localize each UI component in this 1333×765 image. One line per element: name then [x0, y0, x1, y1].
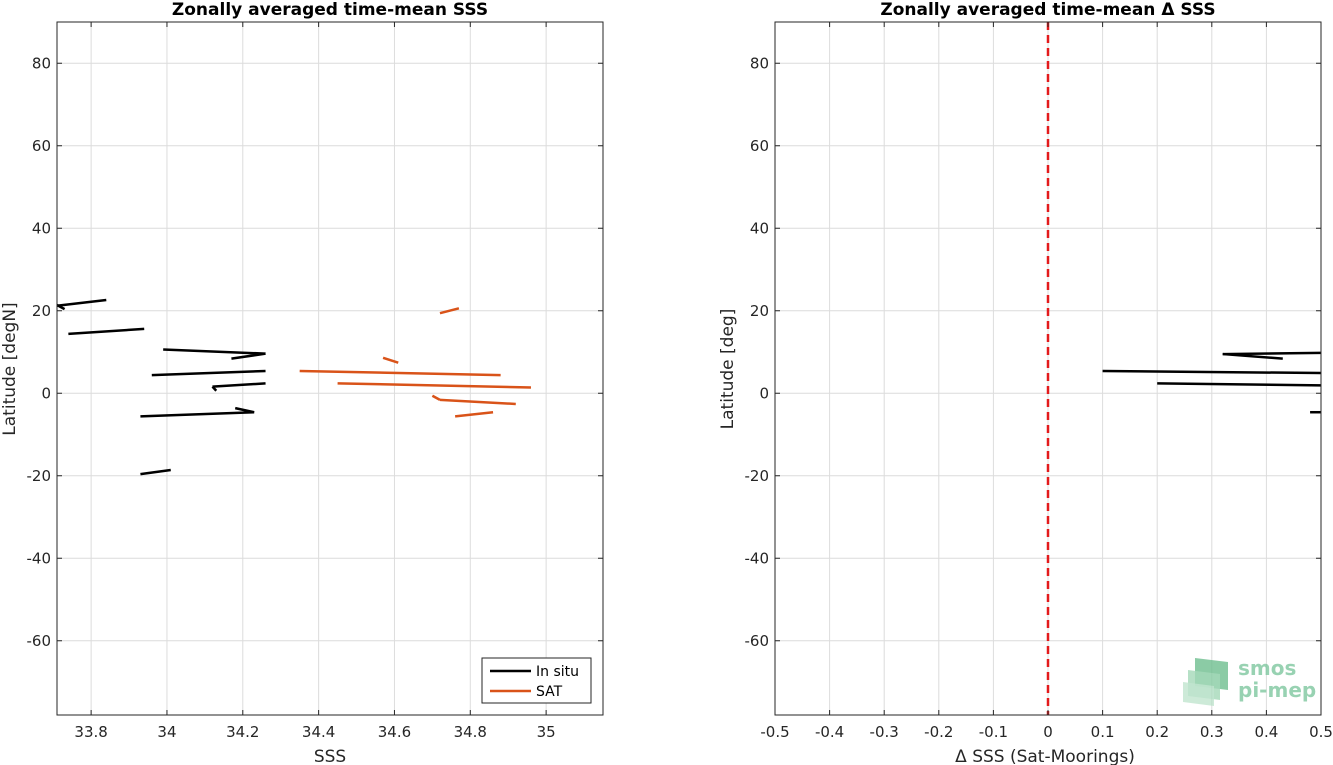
series-delta-line — [1102, 369, 1322, 375]
legend-in-situ-label: In situ — [536, 664, 579, 680]
x-tick-label: -0.2 — [924, 723, 953, 741]
series-in-situ-line — [56, 303, 66, 311]
series-in-situ-line — [163, 348, 266, 355]
series-sat-line — [454, 410, 494, 418]
x-tick-label: -0.4 — [815, 723, 844, 741]
y-tick-label: 40 — [750, 219, 769, 237]
series-in-situ-line — [56, 298, 107, 308]
series-in-situ-line — [212, 382, 266, 388]
x-tick-label: 0.4 — [1254, 723, 1278, 741]
y-tick-label: 80 — [32, 54, 51, 72]
y-tick-label: 0 — [759, 384, 769, 402]
series-in-situ-line — [140, 410, 255, 418]
series-in-situ-line — [140, 468, 171, 476]
left-x-axis-label: SSS — [314, 747, 346, 765]
series-in-situ-line — [68, 327, 145, 336]
y-tick-label: -60 — [27, 632, 52, 650]
y-tick-label: 60 — [750, 137, 769, 155]
legend-sat-label: SAT — [536, 684, 563, 700]
right-y-axis-label: Latitude [deg] — [718, 309, 738, 430]
y-tick-label: 60 — [32, 137, 51, 155]
series-in-situ-line — [231, 352, 266, 360]
logo-text-smos: smos — [1238, 656, 1296, 680]
series-sat-line — [439, 307, 460, 315]
y-tick-label: 80 — [750, 54, 769, 72]
x-tick-label: -0.1 — [979, 723, 1008, 741]
right-chart-title: Zonally averaged time-mean Δ SSS — [880, 0, 1215, 20]
x-tick-label: 34.2 — [226, 723, 259, 741]
y-tick-label: 0 — [41, 384, 51, 402]
y-tick-label: -20 — [27, 467, 52, 485]
y-tick-label: 40 — [32, 219, 51, 237]
right-data-lines — [1102, 351, 1322, 414]
y-tick-label: -60 — [745, 632, 770, 650]
y-tick-label: 20 — [32, 302, 51, 320]
x-tick-label: 0 — [1043, 723, 1053, 741]
legend-box — [481, 657, 592, 704]
x-tick-label: 34 — [157, 723, 176, 741]
x-tick-label: -0.5 — [760, 723, 789, 741]
right-ticks: -0.5 -0.4 -0.3 -0.2 -0.1 0 0.1 0.2 0.3 0.4 0.5 -60 -… — [745, 22, 1333, 741]
x-tick-label: 0.3 — [1200, 723, 1224, 741]
series-in-situ-line — [211, 385, 218, 392]
left-y-axis-label: Latitude [degN] — [0, 302, 20, 435]
right-grid — [774, 22, 1322, 715]
series-sat-line — [337, 382, 531, 389]
series-delta-line — [1222, 351, 1322, 356]
right-x-axis-label: Δ SSS (Sat-Moorings) — [955, 747, 1135, 765]
x-tick-label: 34.6 — [378, 723, 411, 741]
right-panel: -0.5 -0.4 -0.3 -0.2 -0.1 0 0.1 0.2 0.3 0.4 0.5 -60 -… — [718, 0, 1333, 765]
left-chart-title: Zonally averaged time-mean SSS — [172, 0, 488, 20]
series-sat-line — [431, 394, 441, 401]
x-tick-label: 33.8 — [74, 723, 107, 741]
x-tick-label: 0.1 — [1091, 723, 1115, 741]
x-tick-label: 0.2 — [1145, 723, 1169, 741]
left-grid — [57, 22, 603, 715]
legend: In situ SAT — [481, 657, 592, 704]
x-tick-label: 34.8 — [454, 723, 487, 741]
left-panel: 33.8 34 34.2 34.4 34.6 34.8 35 -60 -40 -20 0 20 40 60… — [0, 0, 604, 765]
y-tick-label: -40 — [745, 549, 770, 567]
series-delta-line — [1222, 352, 1283, 360]
x-tick-label: 0.5 — [1309, 723, 1333, 741]
series-in-situ-line — [151, 369, 266, 377]
x-tick-label: 35 — [537, 723, 556, 741]
series-sat-line — [439, 398, 516, 406]
series-in-situ-line — [234, 406, 255, 414]
series-delta-line — [1157, 382, 1322, 387]
series-sat-line — [382, 356, 399, 364]
y-tick-label: -40 — [27, 549, 52, 567]
left-ticks: 33.8 34 34.2 34.4 34.6 34.8 35 -60 -40 -20 0 20 40 60… — [27, 22, 603, 741]
series-sat-line — [299, 369, 501, 377]
x-tick-label: 34.4 — [302, 723, 335, 741]
left-data-lines — [56, 298, 531, 476]
smos-pi-mep-logo: smos pi-mep — [1183, 656, 1316, 706]
left-axes-box — [56, 21, 604, 716]
logo-mark-icon — [1183, 658, 1228, 706]
x-tick-label: -0.3 — [870, 723, 899, 741]
y-tick-label: 20 — [750, 302, 769, 320]
y-tick-label: -20 — [745, 467, 770, 485]
logo-text-pi-mep: pi-mep — [1238, 678, 1316, 702]
